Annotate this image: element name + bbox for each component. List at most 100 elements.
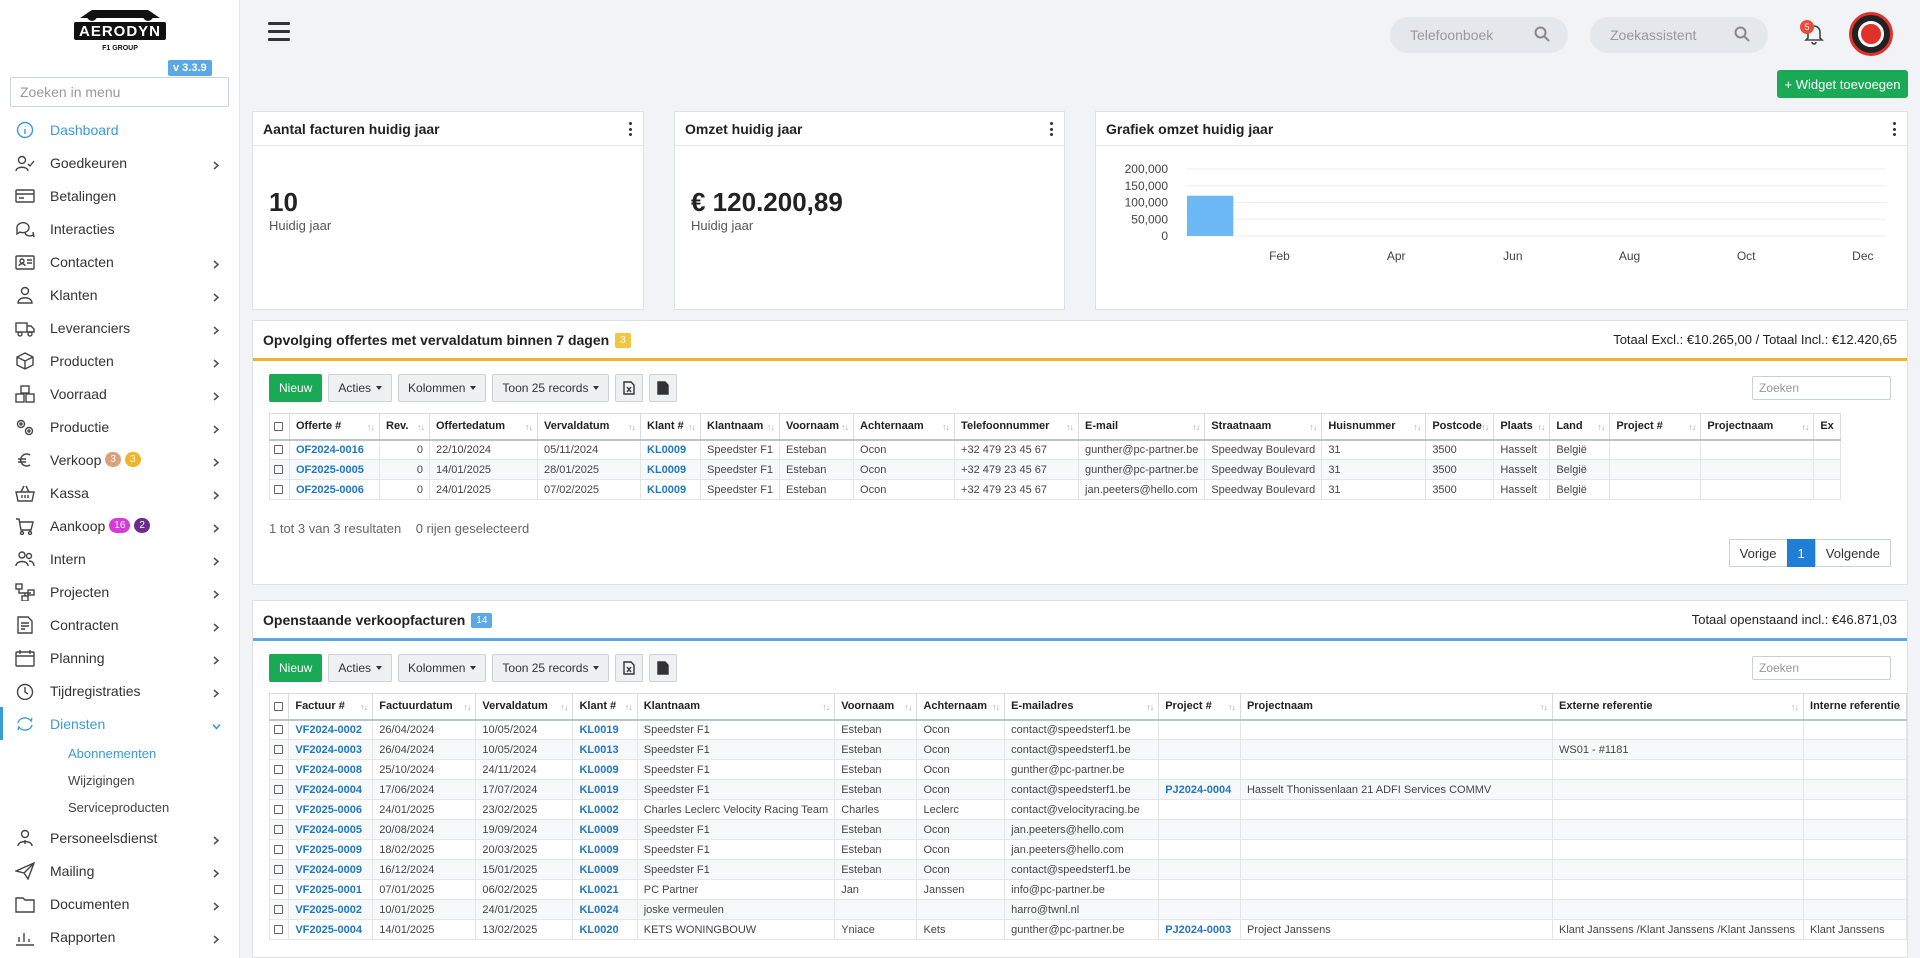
column-header[interactable]: Land ↑↓ bbox=[1549, 413, 1611, 441]
add-widget-button[interactable]: + Widget toevoegen bbox=[1777, 70, 1908, 98]
menu-search-input[interactable] bbox=[10, 77, 229, 107]
link-text[interactable]: VF2024-0002 bbox=[295, 723, 363, 736]
table-row[interactable]: OF2025-0005 0 14/01/2025 28/01/2025 KL0009 Sp… bbox=[269, 459, 1841, 480]
table-cell-link[interactable]: KL0009 bbox=[572, 819, 638, 840]
row-checkbox[interactable] bbox=[274, 465, 283, 475]
page-size-dropdown[interactable]: Toon 25 records bbox=[492, 654, 610, 682]
select-all-checkbox[interactable] bbox=[274, 701, 283, 711]
table-cell-link[interactable]: KL0021 bbox=[572, 879, 638, 900]
column-header[interactable]: Offerte # ↑↓ bbox=[289, 413, 380, 441]
column-header[interactable]: Vervaldatum ↑↓ bbox=[537, 413, 641, 441]
link-text[interactable]: OF2024-0016 bbox=[296, 443, 364, 456]
table-row[interactable]: VF2025-0001 07/01/2025 06/02/2025 KL0021 PC … bbox=[268, 879, 1907, 900]
column-header[interactable]: Rev. ↑↓ bbox=[379, 413, 430, 441]
link-text[interactable]: VF2025-0001 bbox=[295, 883, 363, 896]
link-text[interactable]: KL0009 bbox=[579, 863, 619, 876]
subnav-item-abonnementen[interactable]: Abonnementen bbox=[68, 746, 157, 761]
row-checkbox[interactable] bbox=[274, 865, 283, 875]
column-header[interactable]: Klant # ↑↓ bbox=[640, 413, 701, 441]
table-cell-link[interactable]: PJ2024-0003 bbox=[1158, 919, 1241, 940]
table-cell-link[interactable]: KL0024 bbox=[572, 899, 638, 920]
table-row[interactable]: VF2024-0003 26/04/2024 10/05/2024 KL0013 Spe… bbox=[268, 739, 1907, 760]
column-header[interactable]: E-mailadres ↑↓ bbox=[1004, 693, 1160, 721]
link-text[interactable]: PJ2024-0004 bbox=[1165, 783, 1232, 796]
hamburger-menu-icon[interactable] bbox=[268, 22, 290, 42]
table-cell-link[interactable]: VF2025-0004 bbox=[288, 919, 374, 940]
excel-export-icon[interactable] bbox=[615, 374, 644, 402]
table-row[interactable]: VF2024-0009 16/12/2024 15/01/2025 KL0009 Spe… bbox=[268, 859, 1907, 880]
row-checkbox[interactable] bbox=[274, 925, 283, 935]
actions-dropdown[interactable]: Acties bbox=[328, 654, 393, 682]
link-text[interactable]: VF2024-0004 bbox=[295, 783, 363, 796]
table-cell-link[interactable]: VF2025-0006 bbox=[288, 799, 374, 820]
column-header[interactable]: Offertedatum ↑↓ bbox=[429, 413, 538, 441]
table-cell-link[interactable]: KL0009 bbox=[640, 479, 701, 500]
sort-icon[interactable]: ↑↓ bbox=[688, 422, 696, 432]
sidebar-item-verkoop[interactable]: Verkoop 3 3 bbox=[0, 443, 240, 476]
link-text[interactable]: KL0009 bbox=[579, 823, 619, 836]
link-text[interactable]: VF2024-0003 bbox=[295, 743, 363, 756]
sort-icon[interactable]: ↑↓ bbox=[1192, 422, 1200, 432]
columns-dropdown[interactable]: Kolommen bbox=[398, 374, 487, 402]
sidebar-item-producten[interactable]: Producten bbox=[0, 344, 240, 377]
table-cell-link[interactable]: KL0013 bbox=[572, 739, 638, 760]
row-checkbox[interactable] bbox=[274, 485, 283, 495]
table-row[interactable]: VF2024-0008 25/10/2024 24/11/2024 KL0009 Spe… bbox=[268, 759, 1907, 780]
column-header[interactable]: Externe referentie ↑↓ bbox=[1551, 693, 1805, 721]
sidebar-item-klanten[interactable]: Klanten bbox=[0, 278, 240, 311]
row-checkbox[interactable] bbox=[274, 885, 283, 895]
link-text[interactable]: VF2025-0006 bbox=[295, 803, 363, 816]
sort-icon[interactable]: ↑↓ bbox=[1791, 702, 1799, 712]
table-cell-link[interactable]: KL0020 bbox=[572, 919, 638, 940]
row-checkbox[interactable] bbox=[274, 745, 283, 755]
link-text[interactable]: OF2025-0005 bbox=[296, 463, 364, 476]
row-checkbox[interactable] bbox=[274, 825, 283, 835]
table-row[interactable]: VF2025-0004 14/01/2025 13/02/2025 KL0020 KET… bbox=[268, 919, 1907, 940]
search-icon[interactable] bbox=[1534, 26, 1550, 42]
sidebar-item-documenten[interactable]: Documenten bbox=[0, 887, 240, 920]
table-cell-link[interactable]: KL0019 bbox=[572, 779, 638, 800]
table-cell-link[interactable]: VF2024-0004 bbox=[288, 779, 374, 800]
link-text[interactable]: KL0024 bbox=[579, 903, 619, 916]
row-checkbox[interactable] bbox=[274, 785, 283, 795]
sort-icon[interactable]: ↑↓ bbox=[360, 702, 368, 712]
column-header[interactable]: Klantnaam ↑↓ bbox=[699, 413, 781, 441]
kebab-menu-icon[interactable] bbox=[629, 122, 633, 136]
table-cell-link[interactable]: KL0009 bbox=[572, 839, 638, 860]
sidebar-item-mailing[interactable]: Mailing bbox=[0, 854, 240, 887]
column-header[interactable]: Projectnaam ↑↓ bbox=[1239, 693, 1553, 721]
sidebar-item-goedkeuren[interactable]: Goedkeuren bbox=[0, 146, 240, 179]
table-cell-link[interactable]: KL0009 bbox=[640, 439, 701, 460]
pdf-export-icon[interactable] bbox=[649, 654, 678, 682]
sort-icon[interactable]: ↑↓ bbox=[1146, 702, 1154, 712]
company-logo[interactable]: AERODYN F1 GROUP bbox=[72, 4, 168, 56]
sort-icon[interactable]: ↑↓ bbox=[942, 422, 950, 432]
link-text[interactable]: VF2024-0009 bbox=[295, 863, 363, 876]
actions-dropdown[interactable]: Acties bbox=[328, 374, 393, 402]
link-text[interactable]: VF2025-0009 bbox=[295, 843, 363, 856]
new-button[interactable]: Nieuw bbox=[269, 374, 323, 402]
table-row[interactable]: OF2024-0016 0 22/10/2024 05/11/2024 KL0009 Sp… bbox=[269, 439, 1841, 460]
sort-icon[interactable]: ↑↓ bbox=[1066, 422, 1074, 432]
link-text[interactable]: VF2024-0005 bbox=[295, 823, 363, 836]
sort-icon[interactable]: ↑↓ bbox=[560, 702, 568, 712]
row-checkbox[interactable] bbox=[274, 765, 283, 775]
link-text[interactable]: KL0020 bbox=[579, 923, 619, 936]
table-cell-link[interactable]: OF2025-0005 bbox=[289, 459, 380, 480]
link-text[interactable]: PJ2024-0003 bbox=[1165, 923, 1232, 936]
sort-icon[interactable]: ↑↓ bbox=[1537, 422, 1545, 432]
sort-icon[interactable]: ↑↓ bbox=[1227, 702, 1236, 712]
row-checkbox[interactable] bbox=[274, 805, 283, 815]
sidebar-item-interacties[interactable]: Interacties bbox=[0, 212, 240, 245]
sort-icon[interactable]: ↑↓ bbox=[841, 422, 849, 432]
link-text[interactable]: KL0019 bbox=[579, 783, 619, 796]
sort-icon[interactable]: ↑↓ bbox=[1801, 422, 1809, 432]
table-row[interactable]: VF2024-0004 17/06/2024 17/07/2024 KL0019 Spe… bbox=[268, 779, 1907, 800]
sidebar-item-projecten[interactable]: Projecten bbox=[0, 575, 240, 608]
column-header[interactable]: Klantnaam ↑↓ bbox=[636, 693, 836, 721]
sort-icon[interactable]: ↑↓ bbox=[624, 702, 633, 712]
table-cell-link[interactable]: KL0009 bbox=[572, 859, 638, 880]
sort-icon[interactable]: ↑↓ bbox=[992, 702, 1000, 712]
row-checkbox[interactable] bbox=[274, 725, 283, 735]
table-cell-link[interactable]: KL0009 bbox=[640, 459, 701, 480]
